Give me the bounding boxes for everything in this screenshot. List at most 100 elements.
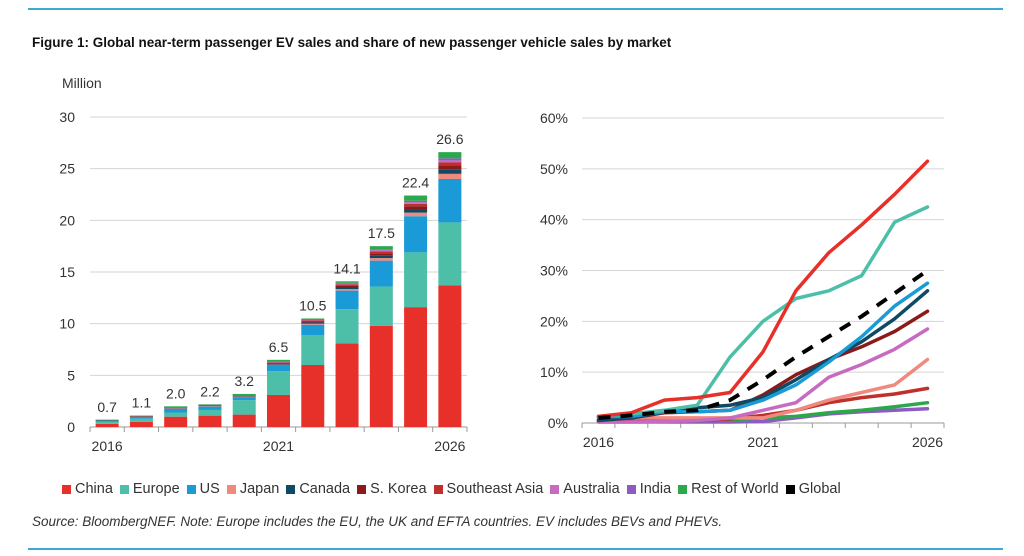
x-tick-label: 2021 xyxy=(747,434,778,450)
bar-segment-rest-of-world-2019 xyxy=(198,404,222,405)
bar-segment-rest-of-world-2023 xyxy=(335,281,359,283)
y-tick-label: 20 xyxy=(59,212,75,228)
bar-segment-rest-of-world-2018 xyxy=(164,406,188,408)
bottom-rule xyxy=(28,548,1003,550)
line-australia xyxy=(596,327,930,424)
top-rule xyxy=(28,8,1003,10)
bar-total-label: 2.0 xyxy=(166,385,186,401)
bar-segment-canada-2025 xyxy=(404,209,428,213)
bar-segment-us-2023 xyxy=(335,290,359,310)
y-tick-label: 60% xyxy=(540,110,568,126)
bar-segment-europe-2024 xyxy=(369,286,393,326)
bar-segment-india-2026 xyxy=(438,158,462,161)
bar-segment-china-2022 xyxy=(301,365,325,427)
bar-segment-s-korea-2021 xyxy=(267,362,290,364)
legend-item: Rest of World xyxy=(678,481,779,497)
bar-segment-southeast-asia-2022 xyxy=(301,320,325,322)
bar-segment-india-2021 xyxy=(267,361,290,363)
legend-swatch xyxy=(678,484,688,494)
bar-segment-india-2024 xyxy=(369,249,393,251)
bar-segment-japan-2021 xyxy=(267,364,290,366)
legend-item: US xyxy=(186,481,220,497)
bar-segment-australia-2026 xyxy=(438,160,462,163)
legend-item: India xyxy=(626,481,671,497)
bar-segment-europe-2018 xyxy=(164,412,188,417)
bar-segment-europe-2019 xyxy=(198,409,222,416)
bar-segment-japan-2020 xyxy=(232,396,256,398)
bar-segment-s-korea-2026 xyxy=(438,165,462,170)
bar-total-label: 6.5 xyxy=(269,339,289,355)
bar-segment-europe-2020 xyxy=(232,400,256,415)
bar-segment-china-2020 xyxy=(232,414,256,427)
bar-segment-canada-2022 xyxy=(301,322,325,324)
bar-segment-japan-2025 xyxy=(404,212,428,217)
bar-segment-canada-2019 xyxy=(198,405,222,407)
source-note: Source: BloombergNEF. Note: Europe inclu… xyxy=(32,514,723,529)
bar-segment-southeast-asia-2024 xyxy=(369,251,393,254)
bar-segment-china-2018 xyxy=(164,416,188,427)
y-tick-label: 5 xyxy=(67,367,75,383)
legend-label: US xyxy=(199,481,220,497)
bar-segment-australia-2023 xyxy=(335,283,359,285)
legend-label: Canada xyxy=(299,481,351,497)
bar-segment-china-2024 xyxy=(369,325,393,427)
bar-segment-canada-2021 xyxy=(267,363,290,365)
legend-item: Southeast Asia xyxy=(433,481,544,497)
legend-label: Japan xyxy=(239,481,280,497)
bar-segment-india-2019 xyxy=(198,404,222,406)
bar-segment-us-2024 xyxy=(369,260,393,287)
bar-segment-rest-of-world-2020 xyxy=(232,393,256,396)
legend-swatch xyxy=(357,484,367,494)
bar-segment-china-2025 xyxy=(404,307,428,427)
legend-item: Australia xyxy=(550,481,620,497)
bar-segment-india-2020 xyxy=(232,395,256,396)
bar-segment-japan-2024 xyxy=(369,258,393,261)
bar-segment-rest-of-world-2024 xyxy=(369,246,393,250)
bar-segment-s-korea-2024 xyxy=(369,253,393,256)
legend: China Europe US Japan Canada S. Korea Southeas… xyxy=(62,481,848,497)
bar-segment-australia-2022 xyxy=(301,319,325,321)
bar-total-label: 2.2 xyxy=(200,383,220,399)
legend-label: Australia xyxy=(563,481,620,497)
bar-segment-us-2022 xyxy=(301,324,325,336)
bar-segment-india-2018 xyxy=(164,407,188,408)
bar-segment-india-2025 xyxy=(404,200,428,203)
legend-label: Europe xyxy=(132,481,180,497)
bar-segment-s-korea-2025 xyxy=(404,206,428,210)
bar-segment-us-2020 xyxy=(232,397,256,401)
bar-segment-rest-of-world-2021 xyxy=(267,359,290,362)
bar-total-label: 3.2 xyxy=(234,373,254,389)
bar-segment-us-2021 xyxy=(267,365,290,372)
bar-segment-japan-2019 xyxy=(198,406,222,407)
bar-segment-europe-2022 xyxy=(301,335,325,365)
legend-swatch xyxy=(626,484,636,494)
x-tick-label: 2026 xyxy=(434,438,465,454)
bar-segment-europe-2017 xyxy=(129,418,153,422)
bar-segment-canada-2023 xyxy=(335,287,359,290)
y-tick-label: 0 xyxy=(67,419,75,435)
legend-label: Rest of World xyxy=(691,481,779,497)
x-tick-label: 2016 xyxy=(92,438,123,454)
bar-segment-us-2019 xyxy=(198,406,222,410)
bar-segment-europe-2025 xyxy=(404,252,428,308)
legend-item: Canada xyxy=(286,481,350,497)
bar-segment-southeast-asia-2025 xyxy=(404,203,428,207)
bar-segment-canada-2024 xyxy=(369,255,393,259)
bar-segment-europe-2016 xyxy=(95,421,119,424)
bar-segment-australia-2025 xyxy=(404,202,428,204)
line-s-korea xyxy=(596,309,930,423)
bar-total-label: 26.6 xyxy=(436,131,463,147)
bar-segment-china-2019 xyxy=(198,415,222,427)
legend-item: Europe xyxy=(119,481,180,497)
bar-segment-india-2023 xyxy=(335,282,359,284)
bar-segment-china-2023 xyxy=(335,343,359,427)
y-tick-label: 10% xyxy=(540,364,568,380)
bar-total-label: 10.5 xyxy=(299,298,326,314)
legend-label: Southeast Asia xyxy=(446,481,544,497)
legend-label: China xyxy=(75,481,113,497)
bar-segment-canada-2018 xyxy=(164,407,188,409)
legend-swatch xyxy=(550,484,560,494)
bar-segment-rest-of-world-2026 xyxy=(438,152,462,159)
